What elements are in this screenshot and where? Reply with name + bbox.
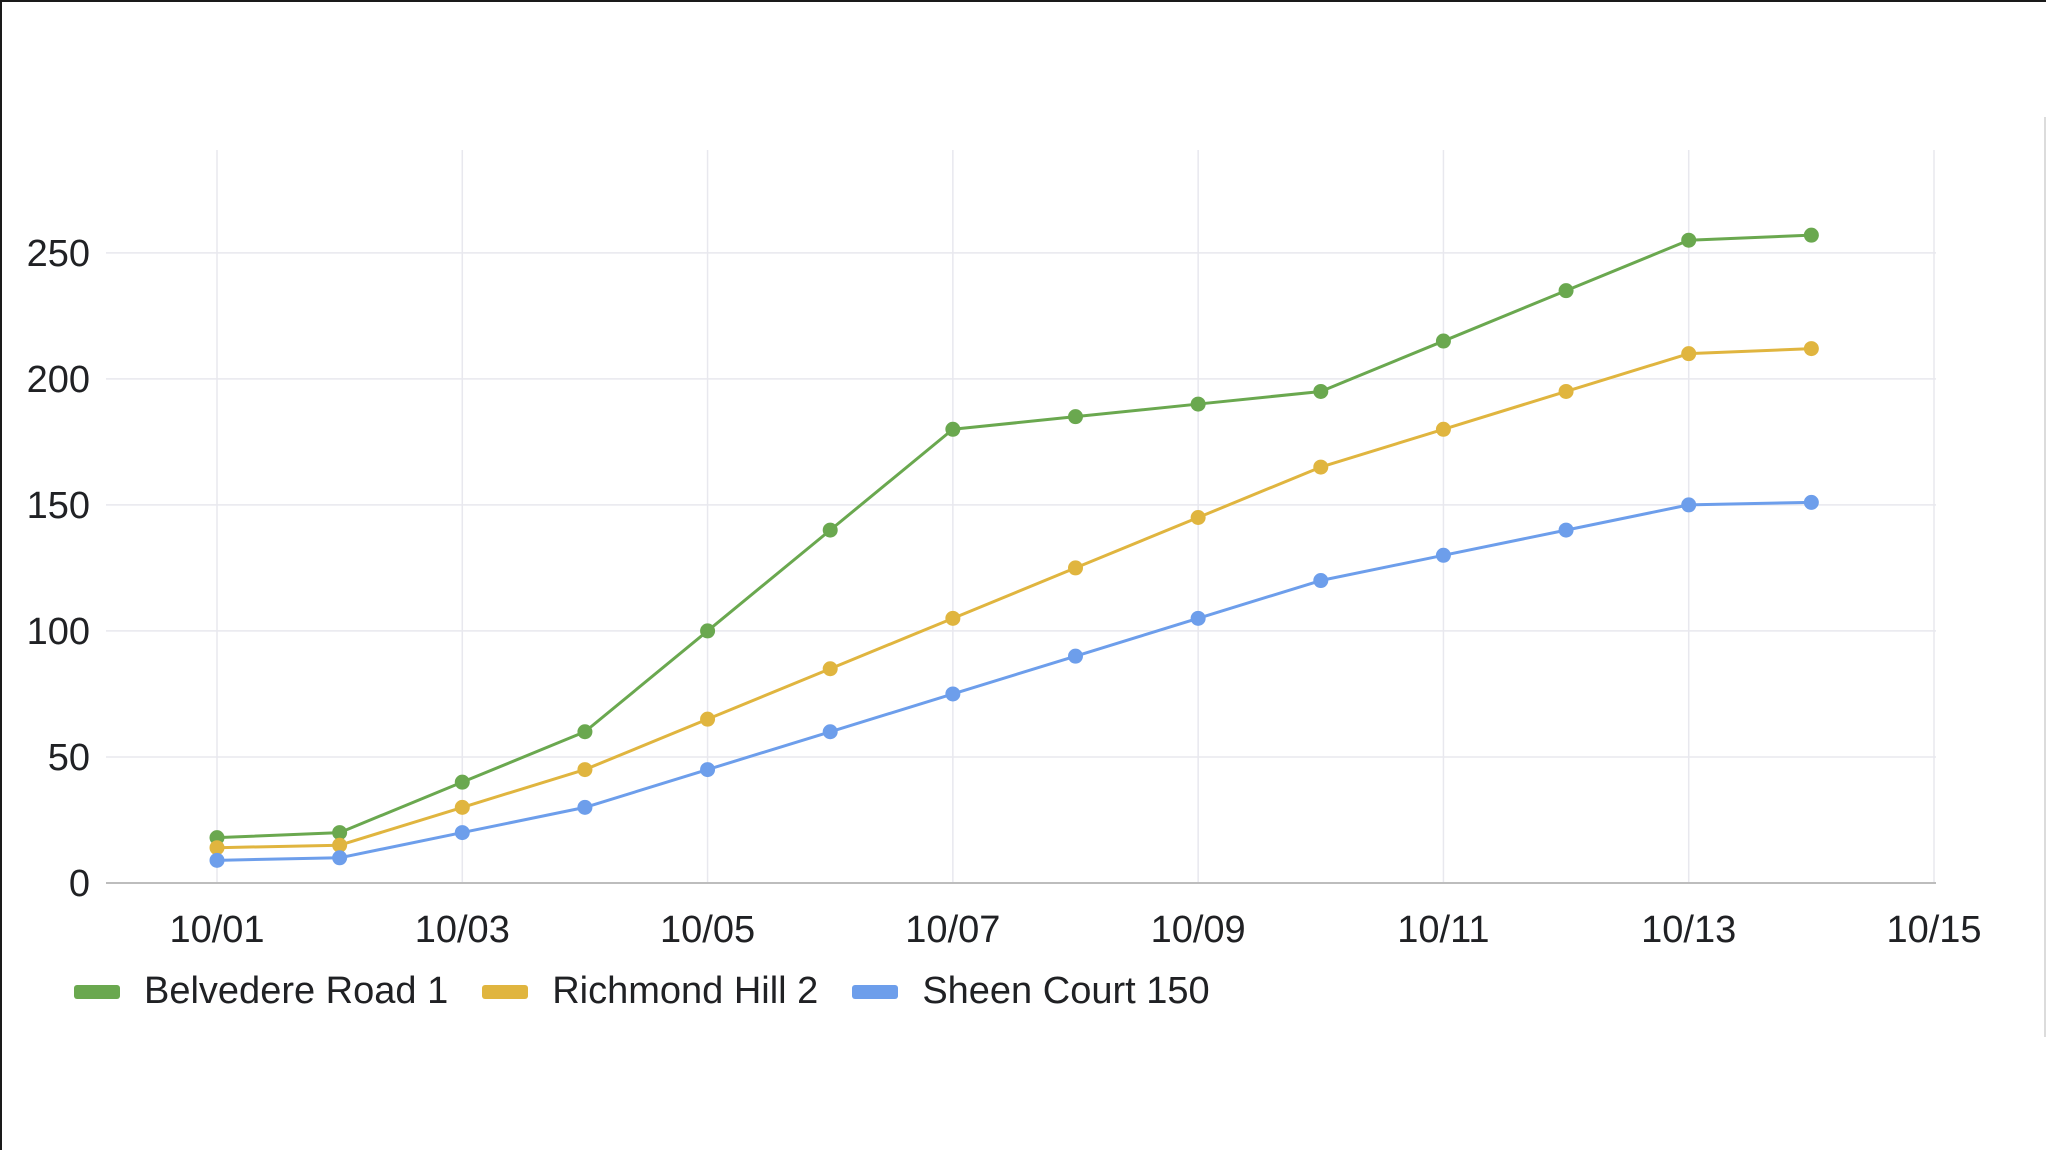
data-point-sheen-court-150 bbox=[1068, 648, 1083, 664]
chart-legend: Belvedere Road 1 Richmond Hill 2 Sheen Cou… bbox=[74, 970, 1244, 1013]
data-point-belvedere-road-1 bbox=[1313, 383, 1329, 399]
data-point-richmond-hill-2 bbox=[209, 840, 225, 856]
legend-label: Belvedere Road 1 bbox=[144, 970, 449, 1012]
data-point-richmond-hill-2 bbox=[822, 661, 838, 677]
data-point-richmond-hill-2 bbox=[1313, 459, 1329, 475]
panel-edge-divider bbox=[2044, 117, 2046, 1037]
grid-layer bbox=[106, 150, 1936, 883]
legend-item[interactable]: Sheen Court 150 bbox=[852, 970, 1210, 1013]
data-point-belvedere-road-1 bbox=[1558, 283, 1574, 299]
x-tick-label: 10/03 bbox=[415, 909, 510, 951]
x-tick-label: 10/09 bbox=[1151, 909, 1246, 951]
data-point-sheen-court-150 bbox=[822, 724, 838, 740]
legend-label: Sheen Court 150 bbox=[922, 970, 1210, 1012]
data-point-richmond-hill-2 bbox=[577, 762, 593, 778]
y-tick-label: 250 bbox=[27, 233, 90, 275]
data-point-sheen-court-150 bbox=[577, 799, 593, 815]
data-point-belvedere-road-1 bbox=[332, 825, 348, 841]
data-point-sheen-court-150 bbox=[1435, 547, 1451, 563]
x-tick-label: 10/11 bbox=[1397, 909, 1489, 951]
data-point-sheen-court-150 bbox=[1558, 522, 1574, 538]
legend-swatch bbox=[482, 984, 529, 999]
data-point-sheen-court-150 bbox=[332, 850, 348, 866]
data-point-belvedere-road-1 bbox=[700, 623, 716, 639]
data-point-richmond-hill-2 bbox=[454, 799, 470, 815]
x-tick-label: 10/05 bbox=[660, 909, 755, 951]
data-point-belvedere-road-1 bbox=[1068, 409, 1083, 425]
data-point-sheen-court-150 bbox=[945, 686, 961, 702]
legend-swatch bbox=[74, 984, 120, 999]
y-tick-label: 50 bbox=[48, 737, 90, 779]
data-point-richmond-hill-2 bbox=[945, 610, 961, 626]
data-point-sheen-court-150 bbox=[1190, 610, 1206, 626]
axis-layer: 0 50 100 150 200 250 10/01 10/03 10/05 10/07 10/09… bbox=[27, 233, 1982, 951]
legend-item[interactable]: Belvedere Road 1 bbox=[74, 970, 448, 1013]
data-point-richmond-hill-2 bbox=[1558, 383, 1574, 399]
y-tick-label: 200 bbox=[27, 359, 90, 401]
data-point-sheen-court-150 bbox=[1803, 494, 1819, 510]
data-point-richmond-hill-2 bbox=[1190, 510, 1206, 525]
legend-swatch bbox=[852, 984, 899, 999]
data-point-richmond-hill-2 bbox=[1681, 346, 1697, 362]
data-point-sheen-court-150 bbox=[454, 825, 470, 841]
data-point-sheen-court-150 bbox=[1313, 573, 1329, 589]
data-point-sheen-court-150 bbox=[1681, 497, 1697, 513]
series-line-belvedere-road-1 bbox=[215, 233, 1813, 840]
x-tick-label: 10/07 bbox=[905, 909, 1000, 951]
y-tick-label: 0 bbox=[69, 863, 90, 905]
data-point-belvedere-road-1 bbox=[822, 522, 838, 538]
legend-label: Richmond Hill 2 bbox=[552, 970, 819, 1012]
data-point-belvedere-road-1 bbox=[1435, 333, 1451, 349]
data-point-sheen-court-150 bbox=[209, 852, 225, 868]
data-point-belvedere-road-1 bbox=[945, 421, 961, 437]
x-tick-label: 10/13 bbox=[1641, 909, 1736, 951]
series-layer bbox=[209, 227, 1819, 868]
data-point-belvedere-road-1 bbox=[1681, 232, 1697, 248]
series-line-sheen-court-150 bbox=[215, 500, 1813, 862]
y-tick-label: 150 bbox=[27, 485, 90, 527]
y-tick-label: 100 bbox=[27, 611, 90, 653]
data-point-richmond-hill-2 bbox=[1435, 421, 1451, 437]
x-tick-label: 10/15 bbox=[1886, 909, 1981, 951]
data-point-belvedere-road-1 bbox=[454, 774, 470, 790]
data-point-sheen-court-150 bbox=[700, 762, 716, 778]
legend-item[interactable]: Richmond Hill 2 bbox=[482, 970, 818, 1013]
data-point-richmond-hill-2 bbox=[1803, 341, 1819, 357]
data-point-belvedere-road-1 bbox=[1190, 396, 1206, 412]
x-tick-label: 10/01 bbox=[169, 909, 264, 951]
data-point-richmond-hill-2 bbox=[332, 837, 348, 853]
data-point-belvedere-road-1 bbox=[1803, 227, 1819, 243]
data-point-richmond-hill-2 bbox=[700, 711, 716, 727]
data-point-belvedere-road-1 bbox=[577, 724, 593, 740]
series-line-richmond-hill-2 bbox=[215, 347, 1813, 850]
data-point-richmond-hill-2 bbox=[1068, 560, 1083, 576]
